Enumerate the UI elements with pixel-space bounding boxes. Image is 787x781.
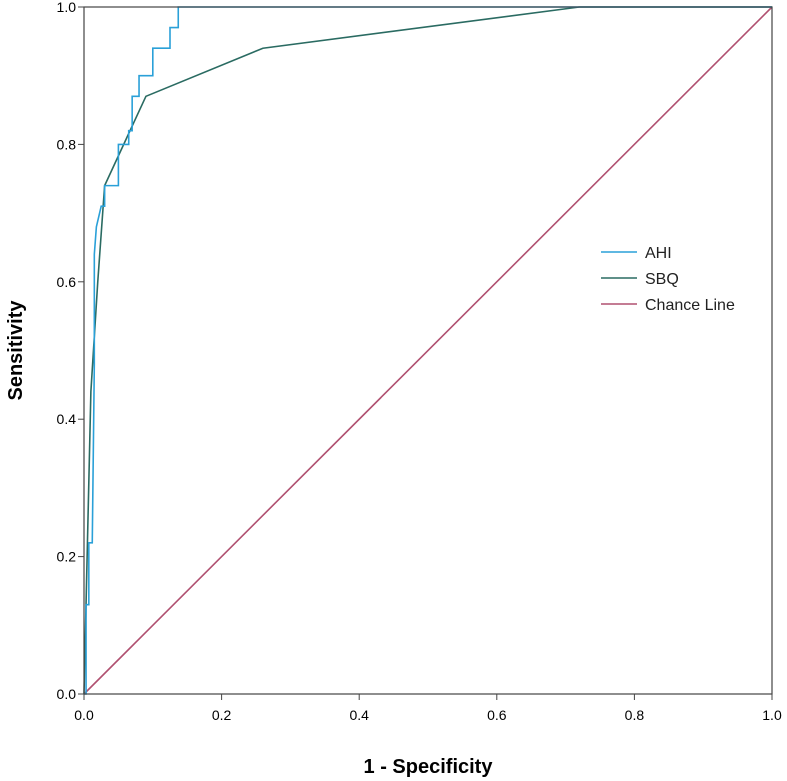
x-tick-label: 0.6 — [487, 707, 507, 723]
y-tick-label: 0.0 — [57, 686, 77, 702]
x-tick-label: 0.4 — [349, 707, 369, 723]
x-tick-label: 0.2 — [212, 707, 232, 723]
legend: AHI SBQ Chance Line — [601, 245, 735, 314]
legend-label-ahi: AHI — [645, 245, 672, 262]
plot-area — [83, 6, 773, 695]
y-tick-label: 0.2 — [57, 549, 77, 565]
y-tick-label: 0.6 — [57, 274, 77, 290]
y-tick-label: 0.8 — [57, 136, 77, 152]
axes: 0.0 0.2 0.4 0.6 0.8 1.0 0.0 0.2 0.4 0.6 0.8 1.0 — [57, 0, 782, 723]
series-line-chance-line — [83, 6, 773, 695]
legend-label-sbq: SBQ — [645, 271, 679, 288]
x-tick-label: 0.0 — [74, 707, 94, 723]
y-axis-title: Sensitivity — [5, 300, 27, 401]
x-axis-title: 1 - Specificity — [364, 756, 494, 778]
x-tick-label: 0.8 — [625, 707, 645, 723]
x-tick-label: 1.0 — [762, 707, 782, 723]
y-tick-label: 1.0 — [57, 0, 77, 15]
series-line-ahi — [84, 6, 772, 695]
plot-frame — [83, 6, 773, 695]
legend-label-chance-line: Chance Line — [645, 297, 735, 314]
y-tick-label: 0.4 — [57, 411, 77, 427]
